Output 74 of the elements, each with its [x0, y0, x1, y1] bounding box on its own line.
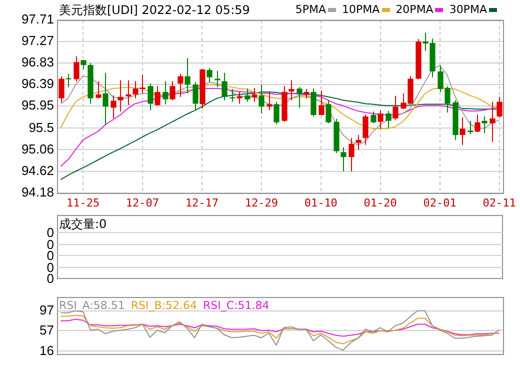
- candlestick: [66, 73, 72, 88]
- x-tick-label: 02-01: [423, 196, 456, 210]
- candlestick: [474, 114, 480, 133]
- x-tick-label: 12-29: [244, 196, 278, 210]
- candlestick: [236, 91, 242, 104]
- y-tick-label: 16: [40, 342, 54, 358]
- candlestick: [362, 114, 368, 146]
- candlestick: [326, 100, 332, 124]
- y-tick-label: 97.27: [21, 33, 54, 48]
- candlestick: [206, 67, 212, 83]
- candlestick: [252, 88, 258, 102]
- y-tick-label: 96.39: [21, 76, 54, 92]
- candlestick: [222, 72, 228, 101]
- y-tick-label: 95.06: [21, 141, 54, 156]
- candlestick: [126, 80, 132, 106]
- candlestick: [170, 80, 176, 101]
- candlestick: [258, 84, 264, 114]
- candlestick: [288, 80, 294, 101]
- candlestick: [468, 120, 474, 135]
- candlestick: [318, 90, 324, 116]
- candlestick: [496, 96, 502, 118]
- candlestick: [340, 146, 346, 172]
- candlestick: [274, 101, 280, 125]
- x-tick-label: 11-25: [66, 196, 100, 210]
- candlestick: [482, 116, 488, 134]
- series-label: RSI_A:58.51: [59, 298, 125, 312]
- candlestick: [162, 80, 168, 105]
- x-tick-label: 12-17: [185, 196, 219, 210]
- candlestick: [74, 56, 80, 82]
- candlestick: [214, 70, 220, 88]
- series-label: RSI_C:51.84: [203, 298, 270, 312]
- candlestick: [304, 88, 310, 99]
- candlestick: [178, 73, 184, 98]
- candlestick: [460, 116, 466, 146]
- y-tick-label: 95.5: [28, 120, 54, 135]
- candlestick: [154, 86, 160, 106]
- legend-label: 5PMA: [295, 3, 326, 16]
- y-tick-label: 95.95: [21, 98, 54, 113]
- candlestick: [392, 95, 398, 120]
- candlestick: [96, 80, 102, 99]
- candlestick: [386, 110, 392, 129]
- candlestick: [148, 83, 154, 111]
- candlestick: [370, 111, 376, 124]
- candlestick: [102, 72, 108, 126]
- x-tick-label: 02-11: [482, 196, 516, 210]
- y-tick-label: 96.83: [21, 54, 54, 70]
- series-label: RSI_B:52.64: [130, 298, 198, 312]
- y-tick-label: 94.18: [21, 184, 54, 200]
- candlestick: [310, 88, 316, 117]
- y-tick-label: 94.62: [21, 162, 54, 178]
- candlestick: [266, 92, 272, 111]
- candlestick: [296, 86, 302, 108]
- chart-title: 美元指数[UDI] 2022-02-12 05:59: [59, 2, 250, 19]
- y-tick-label: 57: [40, 322, 54, 338]
- x-tick-label: 12-07: [126, 196, 160, 210]
- legend-label: 10PMA: [342, 3, 380, 16]
- candlestick: [356, 134, 362, 150]
- candlestick: [118, 80, 124, 112]
- candlestick: [378, 110, 384, 130]
- x-tick-label: 01-10: [304, 196, 338, 210]
- candlestick: [490, 101, 496, 142]
- legend-label: 20PMA: [396, 3, 434, 16]
- candlestick: [244, 88, 250, 102]
- candlestick: [110, 94, 116, 119]
- candlestick: [192, 82, 198, 111]
- candlestick: [230, 88, 236, 102]
- x-tick-label: 01-20: [364, 196, 397, 210]
- y-tick-label: 97.71: [21, 12, 54, 27]
- y-tick-label: 97: [40, 302, 54, 318]
- candlestick: [58, 76, 64, 103]
- text: 成交量:0: [59, 216, 107, 233]
- candlestick: [348, 137, 354, 172]
- legend-label: 30PMA: [449, 3, 487, 16]
- candlestick: [184, 58, 190, 94]
